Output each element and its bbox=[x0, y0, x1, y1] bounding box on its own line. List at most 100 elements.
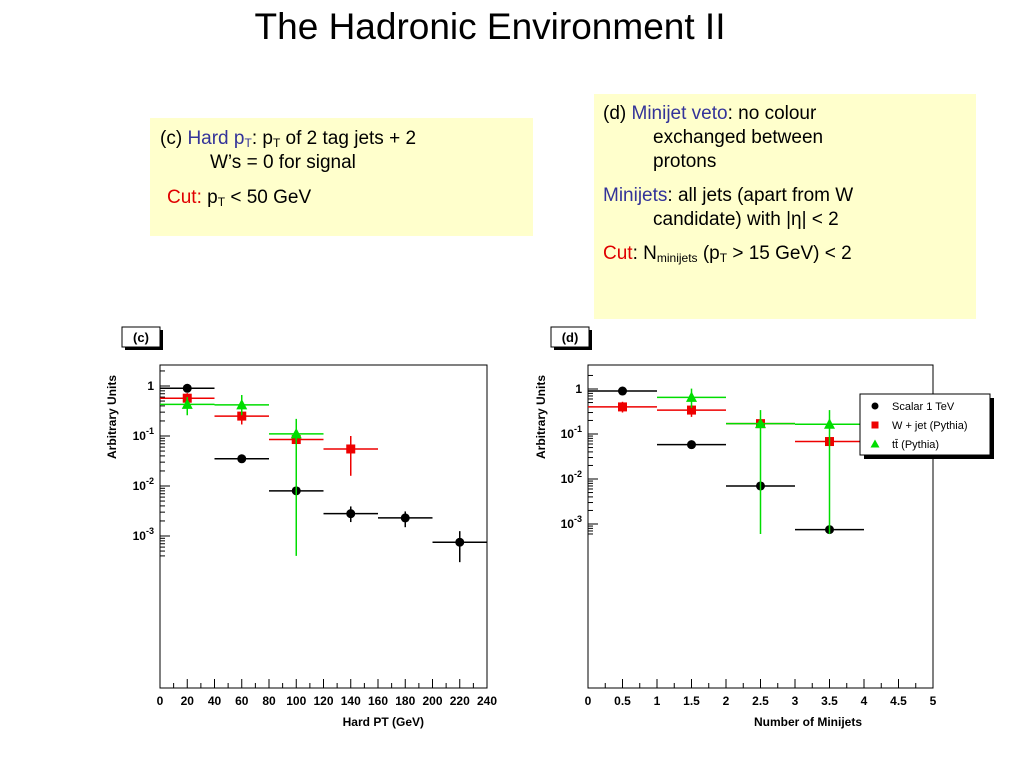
note-d-minijets: Minijets: all jets (apart from W bbox=[603, 184, 976, 208]
data-point-circle bbox=[400, 513, 410, 523]
x-tick-label: 1 bbox=[654, 694, 661, 708]
data-point-square bbox=[346, 444, 356, 454]
panel-label: (d) bbox=[562, 330, 579, 345]
note-c-prefix: (c) bbox=[160, 128, 188, 149]
y-tick-label: 1 bbox=[147, 379, 154, 393]
data-point-circle bbox=[237, 454, 247, 464]
note-d-cut: Cut: Nminijets (pT > 15 GeV) < 2 bbox=[603, 242, 976, 266]
note-d-cut-sub: minijets bbox=[656, 251, 698, 265]
x-tick-label: 140 bbox=[341, 694, 361, 708]
note-d-rest1: : no colour bbox=[727, 103, 817, 124]
note-c-cut-p: p bbox=[201, 187, 218, 208]
y-tick-label: 1 bbox=[575, 382, 582, 396]
note-d-line-2: exchanged between bbox=[653, 127, 824, 148]
x-tick-label: 4 bbox=[861, 694, 868, 708]
note-d-cut-rest: > 15 GeV) < 2 bbox=[727, 243, 852, 264]
note-d-term: Minijet veto bbox=[631, 103, 728, 124]
panel-label: (c) bbox=[133, 330, 149, 345]
note-c-box: (c) Hard pT: pT of 2 tag jets + 2 W’s = … bbox=[150, 118, 533, 236]
x-tick-label: 0.5 bbox=[614, 694, 631, 708]
x-tick-label: 40 bbox=[208, 694, 222, 708]
note-d-line-3: protons bbox=[653, 151, 717, 172]
note-c-term-sub: T bbox=[244, 136, 252, 150]
note-d-minijets-line-2: candidate) with |η| < 2 bbox=[653, 209, 839, 230]
note-d-prefix: (d) bbox=[603, 103, 632, 124]
legend-marker-circle bbox=[871, 402, 879, 410]
note-c-cut: Cut: pT < 50 GeV bbox=[160, 186, 533, 210]
note-d-cut-sub2: T bbox=[719, 251, 728, 265]
y-tick-label: 10-2 bbox=[561, 469, 582, 486]
x-tick-label: 3 bbox=[792, 694, 799, 708]
x-tick-label: 1.5 bbox=[683, 694, 700, 708]
note-d-cut-mid: (p bbox=[697, 243, 720, 264]
chart-panel-c: (c) 0 20 40 60 80 100 120 140 160 180 200 220 240 1 10-… bbox=[105, 326, 497, 729]
x-tick-label: 200 bbox=[422, 694, 442, 708]
note-d-minijets-label: Minijets bbox=[603, 185, 668, 206]
panel-label-box bbox=[121, 326, 161, 348]
note-c-line-2: W’s = 0 for signal bbox=[210, 152, 356, 173]
x-tick-label: 20 bbox=[181, 694, 195, 708]
data-point-circle bbox=[182, 383, 192, 393]
note-c-cut-sub: T bbox=[217, 195, 226, 209]
data-point-circle bbox=[687, 440, 696, 450]
x-tick-label: 5 bbox=[930, 694, 937, 708]
chart-panel-d: (d) 0 0.5 1 1.5 2 2.5 3 3.5 4 4.5 5 1 10-1 10-2 10-3 Num… bbox=[534, 326, 994, 729]
note-c-colon-sub: T bbox=[272, 136, 281, 150]
data-point-circle bbox=[618, 386, 627, 396]
x-tick-label: 100 bbox=[286, 694, 306, 708]
slide-title: The Hadronic Environment II bbox=[254, 6, 726, 47]
note-d-minijets-rest1: : all jets (apart from W bbox=[667, 185, 854, 206]
x-tick-label: 240 bbox=[477, 694, 497, 708]
data-point-triangle bbox=[686, 391, 697, 402]
x-tick-label: 2 bbox=[723, 694, 730, 708]
x-tick-label: 180 bbox=[395, 694, 415, 708]
note-c-line-1: (c) Hard pT: pT of 2 tag jets + 2 bbox=[160, 127, 533, 151]
note-d-box: (d) Minijet veto: no colour exchanged be… bbox=[594, 94, 976, 319]
note-c-cut-label: Cut: bbox=[167, 187, 202, 208]
x-tick-label: 160 bbox=[368, 694, 388, 708]
y-axis-title: Arbitrary Units bbox=[534, 375, 548, 459]
x-tick-label: 80 bbox=[262, 694, 276, 708]
legend-marker-triangle bbox=[870, 439, 880, 448]
x-tick-label: 120 bbox=[313, 694, 333, 708]
x-tick-label: 0 bbox=[585, 694, 592, 708]
data-point-square bbox=[237, 411, 247, 421]
x-tick-label: 4.5 bbox=[890, 694, 907, 708]
y-tick-label: 10-2 bbox=[133, 476, 154, 493]
panel-label-box bbox=[550, 326, 590, 348]
x-tick-label: 220 bbox=[450, 694, 470, 708]
y-tick-label: 10-3 bbox=[561, 514, 582, 531]
x-axis-title: Number of Minijets bbox=[754, 715, 862, 729]
note-c-cut-rest: < 50 GeV bbox=[225, 187, 312, 208]
data-point-triangle bbox=[290, 427, 302, 439]
x-tick-label: 3.5 bbox=[821, 694, 838, 708]
data-point-square bbox=[618, 402, 627, 412]
note-d-line-1: (d) Minijet veto: no colour bbox=[603, 102, 976, 126]
x-axis-title: Hard PT (GeV) bbox=[343, 715, 424, 729]
note-d-cut-colon: : N bbox=[632, 243, 657, 264]
x-tick-label: 0 bbox=[157, 694, 164, 708]
y-tick-label: 10-1 bbox=[561, 424, 582, 441]
x-tick-label: 2.5 bbox=[752, 694, 769, 708]
legend-label: tt̄ (Pythia) bbox=[892, 439, 939, 451]
data-point-triangle bbox=[181, 398, 193, 409]
y-axis-title: Arbitrary Units bbox=[105, 375, 119, 459]
y-tick-label: 10-1 bbox=[133, 426, 154, 443]
y-tick-label: 10-3 bbox=[133, 526, 154, 543]
data-point-triangle bbox=[755, 417, 766, 429]
legend-box bbox=[859, 393, 991, 456]
plot-frame bbox=[159, 364, 488, 689]
data-point-circle bbox=[346, 509, 356, 519]
data-point-circle bbox=[455, 537, 465, 547]
note-d-cut-label: Cut bbox=[603, 243, 633, 264]
note-c-term: Hard p bbox=[187, 128, 245, 149]
data-point-triangle bbox=[824, 418, 835, 429]
legend-marker-square bbox=[871, 421, 879, 429]
data-point-triangle bbox=[236, 398, 248, 410]
note-c-rest1: of 2 tag jets + 2 bbox=[280, 128, 417, 149]
legend-label: W + jet (Pythia) bbox=[892, 420, 968, 432]
legend-label: Scalar 1 TeV bbox=[892, 401, 955, 413]
x-tick-label: 60 bbox=[235, 694, 249, 708]
note-c-colon: : p bbox=[251, 128, 273, 149]
